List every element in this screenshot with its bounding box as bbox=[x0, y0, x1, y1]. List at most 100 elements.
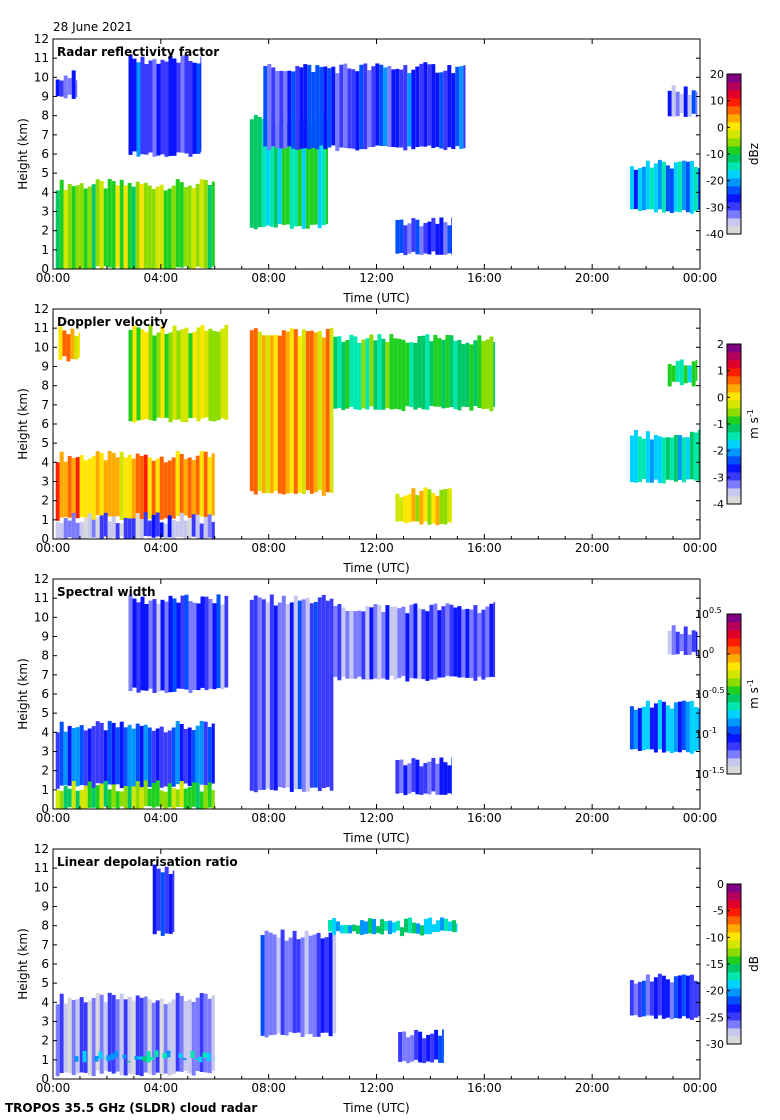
colorbar-segment bbox=[727, 972, 741, 981]
data-column bbox=[79, 789, 84, 809]
data-column bbox=[303, 64, 308, 149]
y-tick-label: 3 bbox=[41, 745, 49, 759]
data-column bbox=[465, 608, 470, 678]
data-column bbox=[216, 331, 221, 421]
data-column bbox=[196, 603, 201, 691]
data-column bbox=[331, 66, 336, 146]
data-column bbox=[83, 188, 88, 269]
data-column bbox=[175, 179, 180, 268]
data-column bbox=[443, 489, 448, 525]
data-column bbox=[123, 517, 128, 539]
y-tick-label: 8 bbox=[41, 379, 49, 393]
data-column bbox=[136, 62, 141, 157]
colorbar-segment bbox=[727, 758, 741, 767]
colorbar-segment bbox=[727, 742, 741, 751]
data-column bbox=[397, 608, 402, 678]
data-column bbox=[301, 118, 306, 229]
data-column bbox=[357, 610, 362, 677]
data-column bbox=[261, 118, 266, 227]
data-column bbox=[191, 514, 196, 537]
data-column bbox=[329, 327, 334, 493]
data-column bbox=[493, 342, 496, 407]
data-column bbox=[187, 786, 192, 809]
data-column bbox=[653, 163, 658, 213]
data-column bbox=[344, 925, 348, 934]
data-column bbox=[385, 605, 390, 680]
data-column bbox=[443, 762, 448, 795]
colorbar-segment bbox=[727, 622, 741, 631]
data-column bbox=[433, 334, 438, 407]
data-column bbox=[308, 935, 313, 1035]
data-column bbox=[285, 604, 290, 788]
data-column bbox=[277, 602, 282, 788]
colorbar-tick-label: -1 bbox=[713, 418, 724, 431]
data-column bbox=[119, 993, 124, 1076]
data-column bbox=[71, 186, 76, 269]
data-column bbox=[451, 757, 452, 795]
y-axis-label: Height (km) bbox=[16, 118, 30, 189]
x-tick-label: 20:00 bbox=[575, 271, 610, 285]
data-column bbox=[369, 607, 374, 680]
data-column bbox=[55, 190, 60, 269]
y-tick-label: 11 bbox=[34, 321, 49, 335]
data-column bbox=[677, 975, 682, 1019]
data-column bbox=[685, 437, 690, 480]
data-column bbox=[191, 782, 196, 807]
data-column bbox=[673, 162, 678, 212]
x-axis-label: Time (UTC) bbox=[342, 831, 409, 845]
x-tick-label: 00:00 bbox=[683, 811, 718, 825]
data-column bbox=[83, 517, 88, 539]
data-column bbox=[440, 917, 444, 931]
data-region bbox=[58, 326, 80, 362]
data-column bbox=[287, 70, 292, 147]
colorbar-segment bbox=[727, 924, 741, 933]
data-column bbox=[677, 161, 682, 213]
data-column bbox=[398, 1032, 403, 1062]
y-tick-label: 12 bbox=[34, 572, 49, 586]
y-tick-label: 2 bbox=[41, 224, 49, 238]
colorbar-segment bbox=[727, 488, 741, 497]
data-column bbox=[59, 80, 64, 97]
data-column bbox=[447, 65, 452, 148]
data-column bbox=[63, 189, 68, 269]
data-column bbox=[67, 997, 72, 1073]
x-tick-label: 04:00 bbox=[144, 271, 179, 285]
data-column bbox=[372, 919, 376, 935]
data-column bbox=[143, 780, 148, 807]
data-region bbox=[667, 625, 698, 656]
data-column bbox=[184, 594, 189, 690]
data-column bbox=[167, 460, 172, 521]
data-column bbox=[439, 72, 444, 149]
data-column bbox=[257, 597, 262, 791]
data-column bbox=[148, 600, 153, 689]
data-column bbox=[697, 429, 700, 483]
data-column bbox=[395, 220, 400, 254]
colorbar-segment bbox=[727, 940, 741, 949]
colorbar-tick-label: 0 bbox=[717, 878, 724, 891]
x-tick-label: 08:00 bbox=[251, 811, 286, 825]
colorbar-segment bbox=[727, 988, 741, 997]
data-column bbox=[249, 119, 254, 228]
data-column bbox=[163, 1004, 168, 1074]
data-region bbox=[395, 757, 452, 796]
data-column bbox=[94, 1056, 99, 1062]
colorbar-segment bbox=[727, 702, 741, 711]
data-column bbox=[407, 494, 412, 523]
data-column bbox=[665, 165, 670, 212]
y-tick-label: 8 bbox=[41, 919, 49, 933]
data-column bbox=[123, 185, 128, 269]
data-column bbox=[447, 765, 452, 794]
data-column bbox=[399, 69, 404, 148]
data-column bbox=[409, 342, 414, 408]
data-column bbox=[681, 160, 686, 211]
data-column bbox=[325, 600, 330, 787]
panel-title: Linear depolarisation ratio bbox=[57, 855, 238, 869]
data-column bbox=[78, 332, 80, 358]
x-tick-label: 00:00 bbox=[36, 811, 71, 825]
data-column bbox=[309, 603, 314, 788]
data-column bbox=[293, 115, 298, 227]
data-region bbox=[398, 1029, 444, 1064]
data-column bbox=[359, 64, 364, 150]
data-column bbox=[131, 186, 136, 269]
data-column bbox=[431, 64, 436, 148]
